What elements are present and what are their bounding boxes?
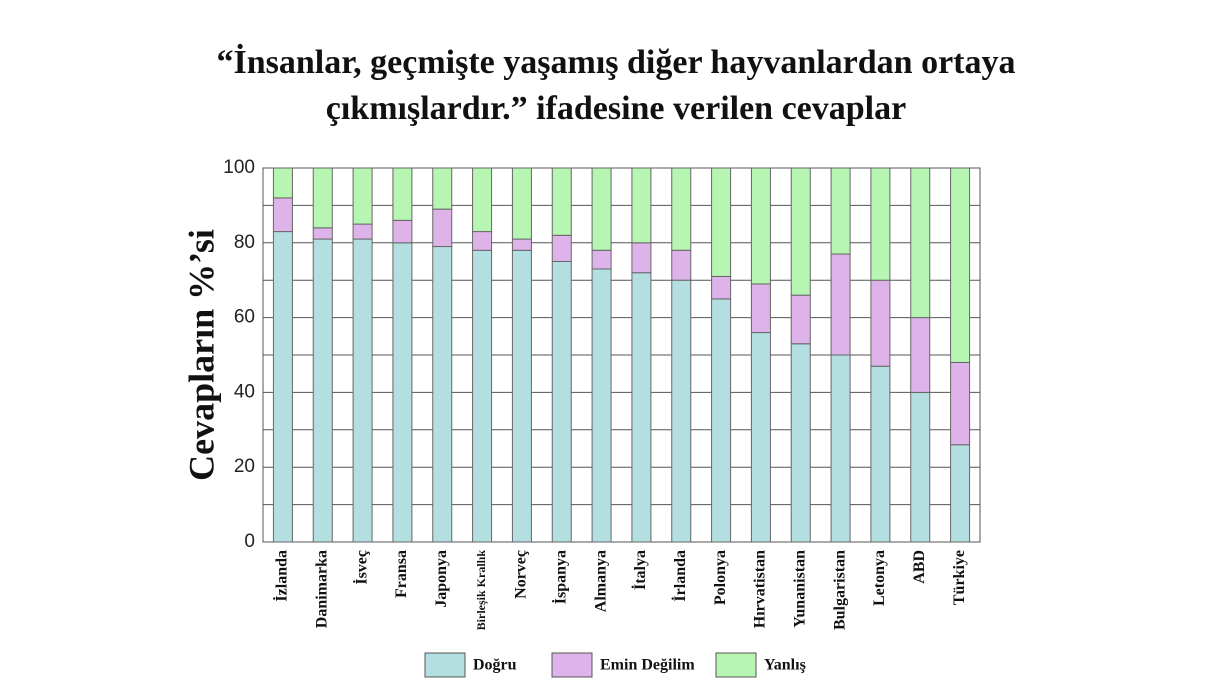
bar-segment <box>272 167 293 199</box>
bar-segment <box>790 294 811 345</box>
x-tick-label: İspanya <box>550 550 569 604</box>
x-tick-label: Japonya <box>433 550 450 608</box>
bar-segment <box>671 167 692 251</box>
x-tick-label: Bulgaristan <box>831 550 848 630</box>
bar-segment <box>750 167 771 285</box>
bar-segment <box>830 354 851 543</box>
bar-segment <box>631 272 652 543</box>
bar-segment <box>830 167 851 255</box>
legend-swatch <box>424 652 466 678</box>
y-tick-label: 20 <box>234 456 255 477</box>
bar-segment <box>511 238 532 251</box>
x-tick-label: Norveç <box>513 550 530 599</box>
bar-segment <box>392 219 413 244</box>
bar-segment <box>591 249 612 270</box>
x-tick-label: Türkiye <box>951 550 968 605</box>
bar-segment <box>631 167 652 244</box>
y-tick-label: 60 <box>234 307 255 328</box>
bar-segment <box>472 249 493 543</box>
y-tick-label: 40 <box>234 381 255 402</box>
bar-segment <box>511 249 532 543</box>
bar-segment <box>910 317 931 393</box>
bar-segment <box>352 167 373 225</box>
x-tick-label: İsveç <box>351 550 370 585</box>
y-axis-label: Cevapların %’si <box>181 229 221 481</box>
bar-segment <box>312 238 333 543</box>
bar-segment <box>631 242 652 274</box>
bar-segment <box>551 261 572 543</box>
bar-segment <box>870 167 891 281</box>
bar-segment <box>950 361 971 446</box>
x-tick-label: İrlanda <box>670 550 689 602</box>
bar-segment <box>711 167 732 277</box>
bar-segment <box>392 167 413 221</box>
bar-segment <box>551 234 572 263</box>
bar-segment <box>312 167 333 229</box>
x-tick-label: Birleşik Krallık <box>474 550 488 631</box>
bar-segment <box>711 275 732 300</box>
bar-segment <box>352 238 373 543</box>
y-tick-label: 100 <box>223 157 255 178</box>
bar-segment <box>312 227 333 240</box>
bar-segment <box>910 167 931 319</box>
bar-segment <box>472 231 493 251</box>
x-tick-label: Polonya <box>712 550 729 605</box>
bar-segment <box>591 268 612 543</box>
bar-segment <box>711 298 732 543</box>
legend-label: Emin Değilim <box>600 657 695 674</box>
chart-title: “İnsanlar, geçmişte yaşamış diğer hayvan… <box>216 44 1016 127</box>
bar-segment <box>551 167 572 236</box>
bar-segment <box>750 332 771 543</box>
x-tick-label: ABD <box>911 550 928 584</box>
bar-segment <box>591 167 612 251</box>
bar-segment <box>272 197 293 233</box>
x-tick-label: İtalya <box>630 550 649 590</box>
x-tick-label: Letonya <box>871 550 888 606</box>
plot-frame <box>262 167 981 543</box>
bar-segment <box>432 167 453 210</box>
bar-segment <box>472 167 493 233</box>
bar-segment <box>432 208 453 248</box>
bar-segment <box>910 391 931 543</box>
bar-segment <box>432 246 453 543</box>
legend-swatch <box>715 652 757 678</box>
bar-segment <box>870 279 891 367</box>
legend-label: Yanlış <box>764 657 806 674</box>
bar-segment <box>671 279 692 543</box>
bar-segment <box>790 167 811 296</box>
bar-segment <box>392 242 413 543</box>
bar-segment <box>950 444 971 543</box>
bar-segment <box>750 283 771 334</box>
x-tick-label: Yunanistan <box>791 550 808 628</box>
x-tick-label: Hırvatistan <box>752 550 769 628</box>
legend-label: Doğru <box>473 657 517 674</box>
bar-segment <box>511 167 532 240</box>
bar-segment <box>671 249 692 281</box>
x-tick-label: İzlanda <box>272 550 291 602</box>
bar-segment <box>870 365 891 543</box>
x-tick-label: Almanya <box>592 550 609 612</box>
bar-segment <box>352 223 373 240</box>
y-tick-label: 0 <box>244 531 255 552</box>
bar-segment <box>830 253 851 356</box>
x-tick-label: Danimarka <box>313 550 330 628</box>
legend-swatch <box>551 652 593 678</box>
x-tick-label: Fransa <box>393 550 410 598</box>
bar-segment <box>950 167 971 363</box>
bar-segment <box>790 343 811 543</box>
y-tick-label: 80 <box>234 232 255 253</box>
bar-segment <box>272 231 293 543</box>
